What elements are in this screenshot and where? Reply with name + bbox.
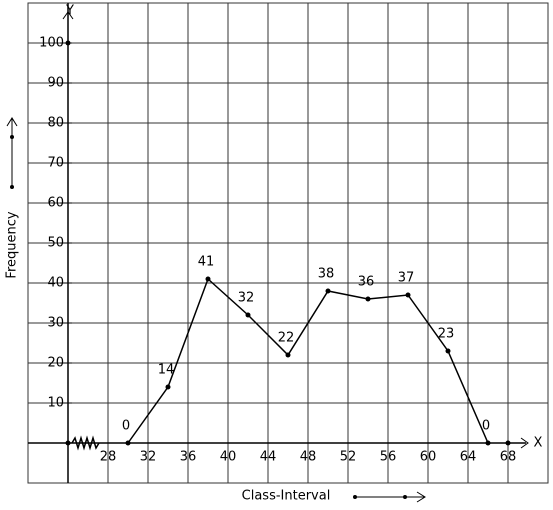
axis-dot [505,440,511,446]
arrow-dot [353,495,357,499]
y-tick-label: 80 [47,116,64,131]
point [165,384,171,390]
arrow-dot [403,495,407,499]
y-tick-label: 50 [47,236,64,251]
x-tick-label: 44 [260,450,277,465]
x-tick-label: 48 [300,450,317,465]
arrow-dot [10,135,14,139]
data-label: 37 [398,271,415,286]
x-title-arrow [355,491,426,503]
x-tick-label: 60 [420,450,437,465]
data-label: 14 [158,363,175,378]
y-tick-label: 20 [47,356,64,371]
data-label: 0 [122,419,130,434]
data-label: 22 [278,331,295,346]
arrow-dot [10,185,14,189]
x-tick-label: 40 [220,450,237,465]
axis-break [71,435,100,451]
point [485,440,491,446]
x-axis-title: Class-Interval [242,489,331,504]
y-tick-label: 100 [39,36,64,51]
x-tick-label: 36 [180,450,197,465]
data-label: 0 [482,419,490,434]
point [405,292,411,298]
point [365,296,371,302]
y-tick-label: 70 [47,156,64,171]
data-label: 36 [358,275,375,290]
y-axis-title: Frequency [5,211,20,278]
point [285,352,291,358]
x-tick-label: 56 [380,450,397,465]
point [445,348,451,354]
x-tick-label: 52 [340,450,357,465]
y-tick-label: 40 [47,276,64,291]
y-axis-arrow [62,11,74,20]
y-axis-name: Y [65,4,74,19]
x-tick-label: 28 [100,450,117,465]
point [125,440,131,446]
point [325,288,331,294]
y-tick-label: 60 [47,196,64,211]
data-label: 41 [198,255,215,270]
y-tick-label: 90 [47,76,64,91]
origin-dot [65,440,71,446]
y-title-arrow [6,117,18,188]
data-label: 38 [318,267,335,282]
x-axis-name: X [534,436,543,451]
x-tick-label: 32 [140,450,157,465]
x-tick-label: 68 [500,450,517,465]
data-label: 32 [238,291,255,306]
y-tick-label: 30 [47,316,64,331]
point [205,276,211,282]
data-label: 23 [438,327,455,342]
x-tick-label: 64 [460,450,477,465]
point [245,312,251,318]
x-axis-arrow [520,437,529,449]
y-tick-label: 10 [47,396,64,411]
line [127,277,489,444]
